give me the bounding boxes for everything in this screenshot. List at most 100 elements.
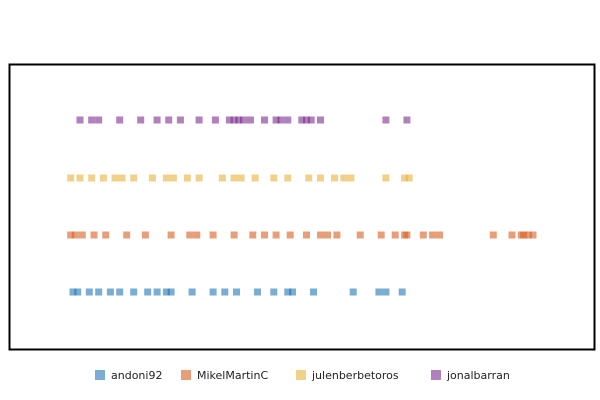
legend-item-andoni92: andoni92 xyxy=(95,369,162,382)
point-jonalbarran-0 xyxy=(76,116,84,124)
point-julenberbetoros-11 xyxy=(195,174,203,182)
point-mikelmartinc-13 xyxy=(261,231,268,239)
point-andoni92-4 xyxy=(106,288,114,296)
point-mikelmartinc-7 xyxy=(167,231,175,239)
series-jonalbarran xyxy=(76,116,411,124)
point-andoni92-22 xyxy=(382,288,390,296)
point-jonalbarran-23 xyxy=(382,116,390,124)
point-andoni92-14 xyxy=(233,288,240,296)
point-jonalbarran-13 xyxy=(240,116,247,124)
point-jonalbarran-4 xyxy=(137,116,145,124)
point-mikelmartinc-12 xyxy=(249,231,257,239)
point-jonalbarran-6 xyxy=(165,116,173,124)
legend-swatch-julenberbetoros xyxy=(296,370,306,380)
legend-swatch-jonalbarran xyxy=(431,370,441,380)
legend-item-jonalbarran: jonalbarran xyxy=(431,369,510,382)
point-andoni92-6 xyxy=(130,288,138,296)
point-mikelmartinc-4 xyxy=(102,231,110,239)
point-julenberbetoros-21 xyxy=(340,174,348,182)
legend-item-julenberbetoros: julenberbetoros xyxy=(296,369,399,382)
point-mikelmartinc-33 xyxy=(529,231,537,239)
point-jonalbarran-7 xyxy=(176,116,184,124)
point-mikelmartinc-8 xyxy=(186,231,194,239)
point-andoni92-11 xyxy=(188,288,196,296)
legend-item-mikelmartinc: MikelMartinC xyxy=(181,369,268,382)
legend: andoni92 MikelMartinC julenberbetoros jonal… xyxy=(95,369,510,382)
point-jonalbarran-3 xyxy=(116,116,124,124)
point-mikelmartinc-9 xyxy=(193,231,201,239)
legend-label-jonalbarran: jonalbarran xyxy=(446,369,510,382)
point-mikelmartinc-6 xyxy=(141,231,149,239)
point-mikelmartinc-31 xyxy=(520,231,528,239)
point-jonalbarran-24 xyxy=(403,116,411,124)
point-andoni92-2 xyxy=(85,288,93,296)
point-andoni92-20 xyxy=(349,288,357,296)
point-mikelmartinc-15 xyxy=(286,231,294,239)
point-mikelmartinc-25 xyxy=(419,231,427,239)
point-jonalbarran-16 xyxy=(272,116,280,124)
point-mikelmartinc-2 xyxy=(78,231,86,239)
point-mikelmartinc-14 xyxy=(272,231,280,239)
point-andoni92-5 xyxy=(116,288,124,296)
point-mikelmartinc-27 xyxy=(436,231,444,239)
point-julenberbetoros-23 xyxy=(382,174,390,182)
point-andoni92-12 xyxy=(209,288,217,296)
point-julenberbetoros-3 xyxy=(99,174,107,182)
point-mikelmartinc-18 xyxy=(324,231,331,239)
legend-label-andoni92: andoni92 xyxy=(111,369,162,382)
point-andoni92-16 xyxy=(270,288,278,296)
legend-swatch-mikelmartinc xyxy=(181,370,191,380)
point-mikelmartinc-16 xyxy=(303,231,310,239)
point-jonalbarran-1 xyxy=(88,116,96,124)
point-jonalbarran-17 xyxy=(277,116,285,124)
point-jonalbarran-18 xyxy=(284,116,292,124)
point-andoni92-19 xyxy=(310,288,317,296)
point-andoni92-18 xyxy=(289,288,296,296)
point-julenberbetoros-14 xyxy=(237,174,245,182)
point-andoni92-9 xyxy=(162,288,170,296)
series-andoni92 xyxy=(69,288,406,296)
point-julenberbetoros-10 xyxy=(183,174,191,182)
point-julenberbetoros-12 xyxy=(218,174,226,182)
point-julenberbetoros-25 xyxy=(405,174,413,182)
point-mikelmartinc-21 xyxy=(377,231,385,239)
point-mikelmartinc-0 xyxy=(67,231,75,239)
point-julenberbetoros-22 xyxy=(347,174,355,182)
point-andoni92-10 xyxy=(167,288,175,296)
point-mikelmartinc-10 xyxy=(209,231,217,239)
point-mikelmartinc-26 xyxy=(429,231,437,239)
point-julenberbetoros-18 xyxy=(305,174,313,182)
point-jonalbarran-15 xyxy=(261,116,268,124)
point-julenberbetoros-16 xyxy=(270,174,278,182)
point-jonalbarran-20 xyxy=(303,116,310,124)
point-mikelmartinc-22 xyxy=(391,231,399,239)
point-mikelmartinc-20 xyxy=(356,231,364,239)
point-julenberbetoros-2 xyxy=(88,174,96,182)
point-jonalbarran-21 xyxy=(307,116,315,124)
point-mikelmartinc-11 xyxy=(230,231,238,239)
point-mikelmartinc-28 xyxy=(489,231,497,239)
point-andoni92-1 xyxy=(74,288,82,296)
point-julenberbetoros-7 xyxy=(148,174,156,182)
point-julenberbetoros-24 xyxy=(401,174,409,182)
point-mikelmartinc-17 xyxy=(317,231,324,239)
point-jonalbarran-5 xyxy=(153,116,161,124)
point-julenberbetoros-19 xyxy=(317,174,324,182)
point-mikelmartinc-29 xyxy=(508,231,516,239)
legend-swatch-andoni92 xyxy=(95,370,105,380)
point-jonalbarran-10 xyxy=(225,116,233,124)
series-mikelmartinc xyxy=(67,231,537,239)
point-andoni92-23 xyxy=(398,288,406,296)
point-mikelmartinc-19 xyxy=(333,231,341,239)
point-julenberbetoros-17 xyxy=(284,174,292,182)
point-mikelmartinc-5 xyxy=(123,231,131,239)
point-jonalbarran-22 xyxy=(317,116,324,124)
point-julenberbetoros-1 xyxy=(76,174,84,182)
point-mikelmartinc-1 xyxy=(71,231,79,239)
point-mikelmartinc-32 xyxy=(524,231,532,239)
point-jonalbarran-14 xyxy=(247,116,254,124)
point-julenberbetoros-9 xyxy=(169,174,177,182)
point-andoni92-8 xyxy=(153,288,161,296)
point-jonalbarran-11 xyxy=(230,116,238,124)
